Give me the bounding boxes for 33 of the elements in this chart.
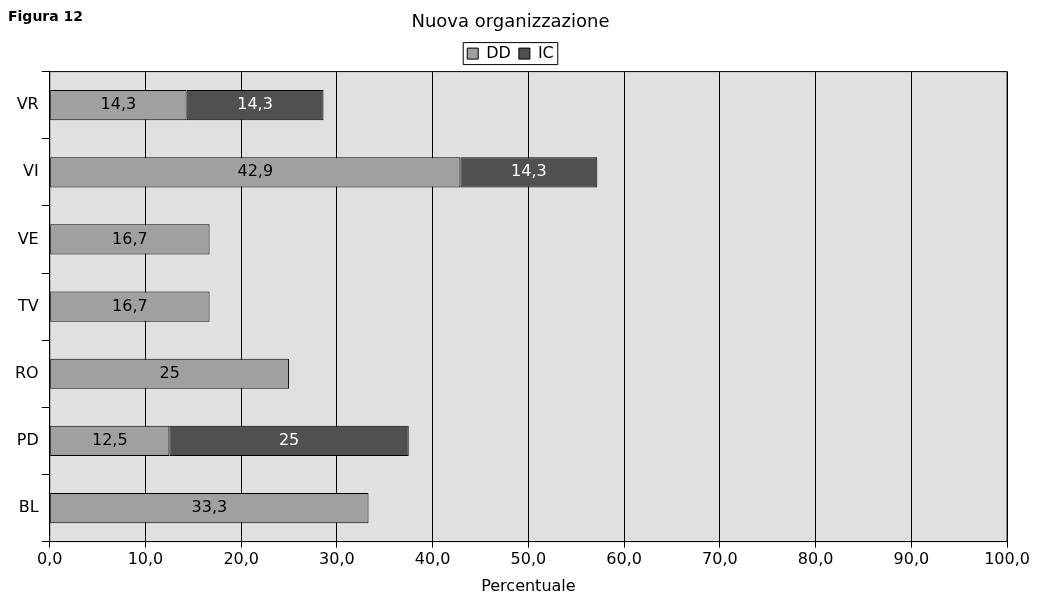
data-label: 33,3 <box>191 497 228 517</box>
data-label: 14,3 <box>100 94 137 114</box>
legend-label: IC <box>537 42 554 62</box>
x-tick-label: 50,0 <box>510 549 547 569</box>
data-label: 14,3 <box>237 94 273 114</box>
data-label: 42,9 <box>237 161 274 181</box>
y-tick-label: PD <box>16 430 39 450</box>
x-tick-label: 40,0 <box>414 549 451 569</box>
data-label: 16,7 <box>112 295 148 315</box>
x-tick-label: 90,0 <box>893 549 930 569</box>
chart-title: Nuova organizzazione <box>411 10 610 32</box>
y-tick-label: BL <box>18 497 39 517</box>
data-label: 25 <box>278 430 300 450</box>
data-label: 16,7 <box>112 228 148 248</box>
data-label: 12,5 <box>91 430 128 450</box>
text: Figura 12 <box>8 8 84 24</box>
y-tick-label: VE <box>17 228 39 248</box>
x-tick-label: 0,0 <box>36 549 63 569</box>
x-tick-label: 10,0 <box>127 549 164 569</box>
x-axis-title: Percentuale <box>481 575 576 595</box>
x-tick-label: 20,0 <box>223 549 259 569</box>
x-tick-label: 70,0 <box>702 549 738 569</box>
y-tick-label: TV <box>16 295 39 315</box>
x-tick-label: 30,0 <box>319 549 355 569</box>
x-tick-label: 100,0 <box>984 549 1030 569</box>
x-tick-label: 80,0 <box>797 549 834 569</box>
data-label: 14,3 <box>511 161 547 181</box>
legend-label: DD <box>486 42 511 62</box>
y-tick-label: RO <box>14 362 39 382</box>
y-tick-label: VI <box>23 161 39 181</box>
y-tick-label: VR <box>16 94 39 114</box>
x-tick-label: 60,0 <box>606 549 642 569</box>
data-label: 25 <box>159 362 180 382</box>
